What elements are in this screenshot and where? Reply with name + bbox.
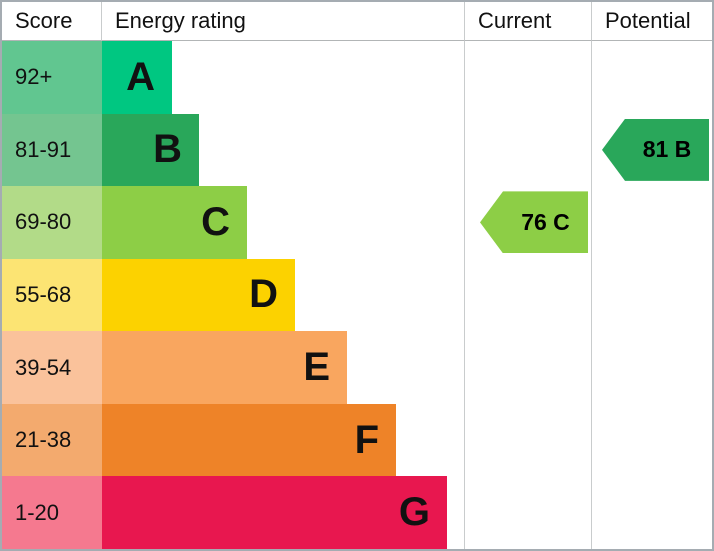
- rating-bar-b: B: [102, 113, 199, 187]
- rating-bar-cell-c: C: [102, 186, 464, 259]
- rating-bar-cell-e: E: [102, 331, 464, 404]
- potential-cell-a: [591, 41, 712, 114]
- current-cell-a: [464, 41, 591, 114]
- rating-bar-a: A: [102, 41, 172, 114]
- rating-bar-d: D: [102, 258, 295, 332]
- potential-cell-f: [591, 403, 712, 477]
- current-cell-c: 76 C: [464, 186, 591, 259]
- current-cell-b: [464, 113, 591, 187]
- score-cell-f: 21-38: [2, 403, 102, 477]
- header-potential: Potential: [591, 2, 712, 41]
- current-cell-f: [464, 403, 591, 477]
- rating-bar-g: G: [102, 476, 447, 549]
- score-cell-g: 1-20: [2, 476, 102, 549]
- score-cell-b: 81-91: [2, 113, 102, 187]
- rating-bar-e: E: [102, 331, 347, 404]
- header-current: Current: [464, 2, 591, 41]
- header-energy-rating: Energy rating: [102, 2, 464, 41]
- rating-bar-cell-d: D: [102, 258, 464, 332]
- rating-bar-cell-b: B: [102, 113, 464, 187]
- score-cell-a: 92+: [2, 41, 102, 114]
- score-cell-d: 55-68: [2, 258, 102, 332]
- rating-bar-cell-g: G: [102, 476, 464, 549]
- current-rating-arrow: 76 C: [480, 191, 588, 254]
- rating-bar-c: C: [102, 186, 247, 259]
- potential-rating-arrow: 81 B: [602, 118, 709, 181]
- rating-bar-cell-a: A: [102, 41, 464, 114]
- score-cell-e: 39-54: [2, 331, 102, 404]
- potential-cell-e: [591, 331, 712, 404]
- current-cell-e: [464, 331, 591, 404]
- potential-cell-d: [591, 258, 712, 332]
- rating-bar-cell-f: F: [102, 403, 464, 477]
- potential-cell-g: [591, 476, 712, 549]
- header-score: Score: [2, 2, 102, 41]
- potential-cell-c: [591, 186, 712, 259]
- score-cell-c: 69-80: [2, 186, 102, 259]
- current-cell-g: [464, 476, 591, 549]
- potential-cell-b: 81 B: [591, 113, 712, 187]
- rating-bar-f: F: [102, 403, 396, 477]
- current-cell-d: [464, 258, 591, 332]
